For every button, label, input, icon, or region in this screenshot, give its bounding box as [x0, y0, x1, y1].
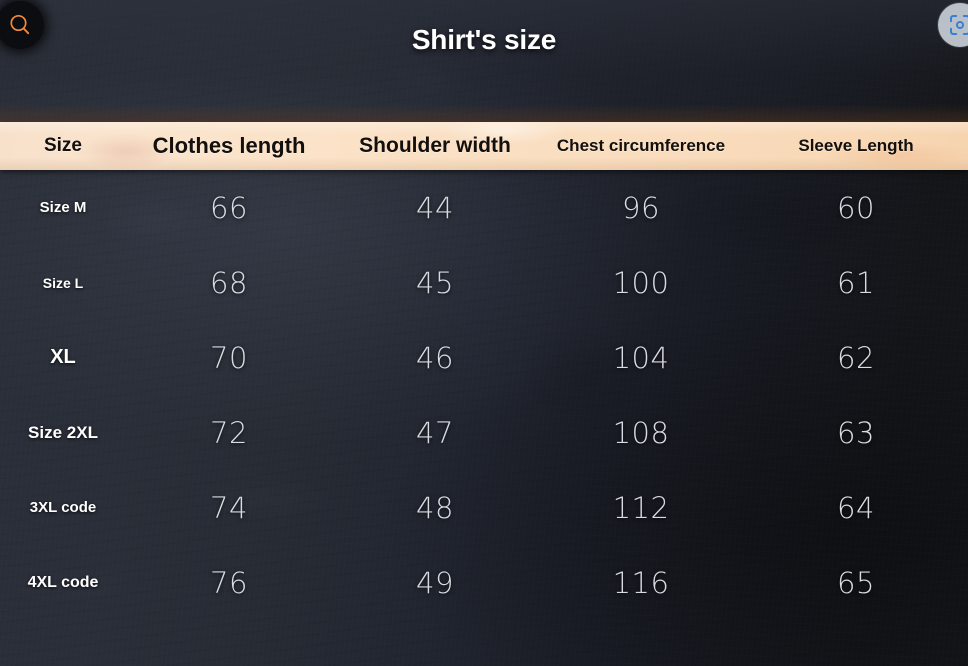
- background-band-glow: [0, 104, 968, 124]
- cell-size: Size L: [42, 274, 84, 291]
- size-table: Size Clothes length Shoulder width Chest…: [0, 122, 968, 666]
- cell-shoulder-width: 45: [416, 265, 454, 300]
- cell-clothes-length: 68: [210, 265, 248, 300]
- cell-size: 4XL code: [27, 573, 99, 591]
- cell-size: XL: [50, 346, 76, 368]
- cell-shoulder-width: 46: [416, 340, 454, 375]
- image-search-button[interactable]: [938, 3, 968, 47]
- cell-shoulder-width: 47: [416, 415, 454, 450]
- cell-size: Size M: [39, 199, 87, 216]
- cell-size: Size 2XL: [28, 422, 98, 442]
- table-row: Size 2XL 72 47 108 63: [0, 395, 968, 470]
- column-header-shoulder-width: Shoulder width: [359, 134, 511, 157]
- background-top-glow: [0, 0, 968, 122]
- cell-sleeve-length: 61: [837, 265, 875, 300]
- column-header-sleeve-length: Sleeve Length: [798, 136, 914, 155]
- column-header-chest-circumference: Chest circumference: [556, 136, 726, 155]
- table-row: 4XL code 76 49 116 65: [0, 545, 968, 620]
- column-header-size: Size: [43, 135, 83, 156]
- cell-sleeve-length: 63: [837, 415, 875, 450]
- page-title: Shirt's size: [411, 24, 557, 55]
- cell-clothes-length: 72: [210, 415, 248, 450]
- table-header-row: Size Clothes length Shoulder width Chest…: [0, 122, 968, 170]
- cell-shoulder-width: 44: [416, 190, 454, 225]
- cell-clothes-length: 76: [210, 565, 248, 600]
- table-body: Size M 66 44 96 60 Size L 68 45 100 61 X…: [0, 170, 968, 620]
- image-search-lens-icon: [948, 13, 968, 37]
- cell-chest-circumference: 112: [612, 490, 670, 525]
- cell-chest-circumference: 116: [612, 565, 670, 600]
- table-row: XL 70 46 104 62: [0, 320, 968, 395]
- cell-clothes-length: 66: [210, 190, 248, 225]
- search-icon: [7, 12, 33, 38]
- table-row: 3XL code 74 48 112 64: [0, 470, 968, 545]
- cell-clothes-length: 70: [210, 340, 248, 375]
- cell-size: 3XL code: [29, 499, 97, 516]
- cell-sleeve-length: 60: [837, 190, 875, 225]
- cell-chest-circumference: 96: [622, 190, 660, 225]
- cell-chest-circumference: 100: [612, 265, 670, 300]
- cell-sleeve-length: 65: [837, 565, 875, 600]
- cell-chest-circumference: 108: [612, 415, 670, 450]
- search-button[interactable]: [0, 1, 44, 49]
- cell-sleeve-length: 62: [837, 340, 875, 375]
- cell-clothes-length: 74: [210, 490, 248, 525]
- cell-shoulder-width: 48: [416, 490, 454, 525]
- cell-chest-circumference: 104: [612, 340, 670, 375]
- table-row: Size M 66 44 96 60: [0, 170, 968, 245]
- cell-sleeve-length: 64: [837, 490, 875, 525]
- column-header-clothes-length: Clothes length: [152, 133, 306, 158]
- cell-shoulder-width: 49: [416, 565, 454, 600]
- table-row: Size L 68 45 100 61: [0, 245, 968, 320]
